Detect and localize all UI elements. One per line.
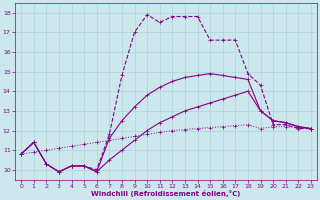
X-axis label: Windchill (Refroidissement éolien,°C): Windchill (Refroidissement éolien,°C) (91, 190, 241, 197)
